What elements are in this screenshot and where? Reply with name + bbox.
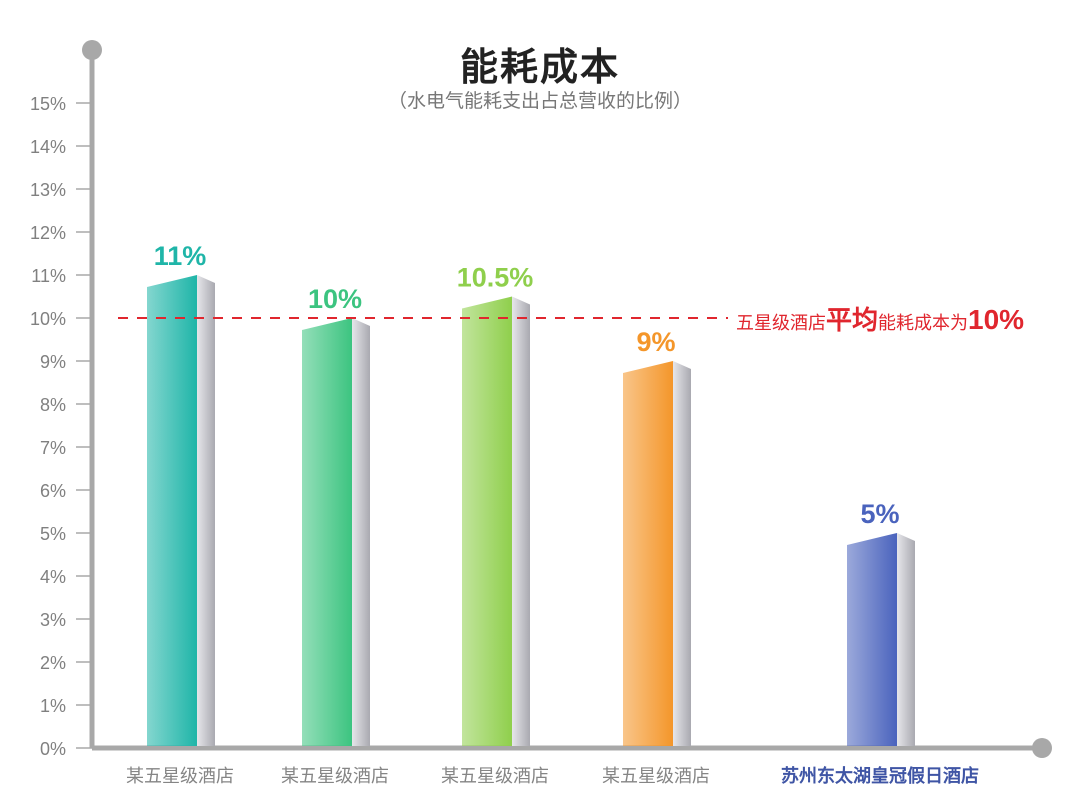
- avg-note-value: 10%: [968, 304, 1025, 335]
- bar-side-face: [673, 361, 691, 746]
- bars: 11% 10% 10.5% 9% 5%: [147, 241, 915, 746]
- y-tick-label: 2%: [40, 653, 66, 673]
- x-category-label: 某五星级酒店: [602, 766, 710, 787]
- axes: 0% 1% 2% 3% 4% 5% 6% 7% 8% 9% 10% 11% 12% 13% 14% 15%: [30, 40, 1052, 759]
- y-tick-label: 14%: [30, 137, 66, 157]
- avg-note-emphasis: 平均: [826, 306, 879, 336]
- bar-value-label: 10.5%: [457, 263, 534, 293]
- y-tick-label: 8%: [40, 395, 66, 415]
- y-tick-label: 3%: [40, 610, 66, 630]
- bar-front-face: [462, 296, 512, 746]
- bar-value-label: 9%: [636, 327, 675, 357]
- x-category-label: 某五星级酒店: [441, 766, 549, 787]
- y-tick-label: 4%: [40, 567, 66, 587]
- y-tick-label: 9%: [40, 352, 66, 372]
- chart-subtitle: （水电气能耗支出占总营收的比例）: [387, 90, 692, 112]
- bar-4: 9%: [623, 327, 691, 746]
- bar-2: 10%: [302, 284, 370, 746]
- avg-note-middle: 能耗成本为: [878, 313, 969, 334]
- bar-value-label: 11%: [154, 241, 207, 271]
- y-tick-label: 6%: [40, 481, 66, 501]
- category-labels: 某五星级酒店 某五星级酒店 某五星级酒店 某五星级酒店 苏州东太湖皇冠假日酒店: [126, 765, 979, 787]
- y-axis-end-knob: [82, 40, 102, 60]
- bar-side-face: [512, 296, 530, 746]
- x-category-label: 某五星级酒店: [281, 766, 389, 787]
- avg-note-prefix: 五星级酒店: [736, 313, 826, 334]
- y-tick-label: 7%: [40, 438, 66, 458]
- bar-front-face: [623, 361, 673, 746]
- y-tick-label: 11%: [31, 266, 66, 286]
- bar-side-face: [352, 318, 370, 746]
- y-tick-label: 13%: [30, 180, 66, 200]
- bar-front-face: [302, 318, 352, 746]
- bar-1: 11%: [147, 241, 215, 746]
- y-tick-label: 15%: [30, 94, 66, 114]
- x-axis-end-knob: [1032, 738, 1052, 758]
- chart-title: 能耗成本: [459, 45, 620, 89]
- average-annotation: 五星级酒店平均能耗成本为10%: [736, 300, 1024, 337]
- y-tick-label: 1%: [40, 696, 66, 716]
- bar-value-label: 10%: [308, 284, 362, 314]
- y-tick-label: 5%: [40, 524, 66, 544]
- x-category-label: 苏州东太湖皇冠假日酒店: [781, 765, 979, 787]
- bar-side-face: [897, 533, 915, 746]
- bar-front-face: [147, 275, 197, 746]
- bar-side-face: [197, 275, 215, 746]
- y-tick-label: 0%: [40, 739, 66, 759]
- bar-5: 5%: [847, 499, 915, 746]
- bar-3: 10.5%: [457, 263, 534, 746]
- y-tick-label: 10%: [30, 309, 66, 329]
- x-category-label: 某五星级酒店: [126, 766, 234, 787]
- bar-value-label: 5%: [860, 499, 899, 529]
- y-tick-label: 12%: [30, 223, 66, 243]
- bar-front-face: [847, 533, 897, 746]
